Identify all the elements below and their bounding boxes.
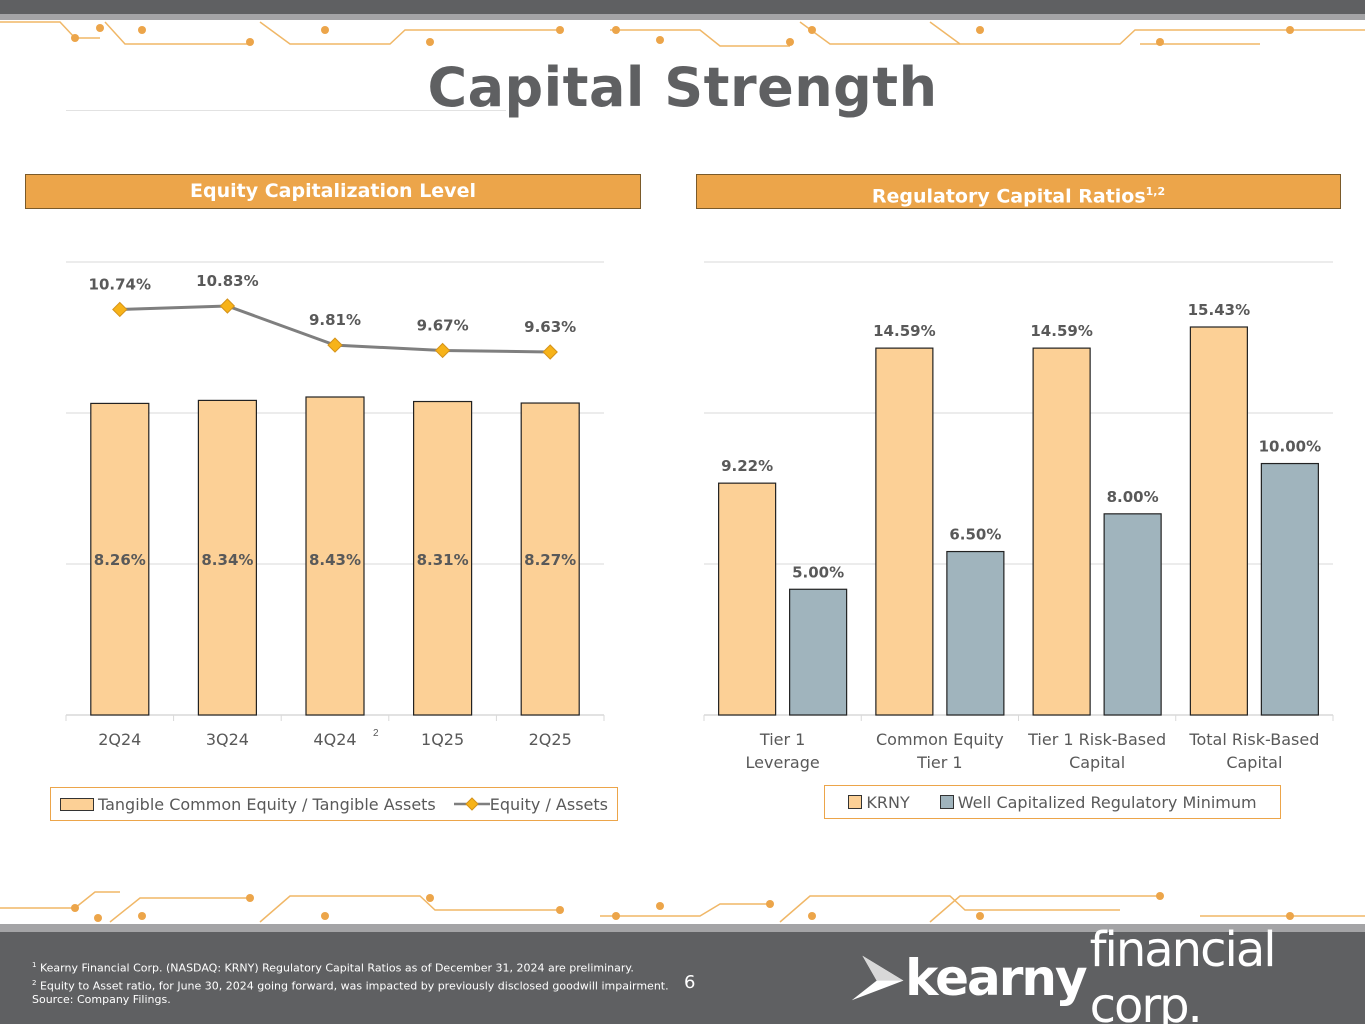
bar-label-tce-1Q25: 8.31% <box>417 551 469 569</box>
bar-label-minimum-2: 8.00% <box>1107 488 1159 506</box>
footnote-1: 1 Kearny Financial Corp. (NASDAQ: KRNY) … <box>32 958 669 976</box>
bar-tce-2Q25 <box>520 402 580 716</box>
bar-tce-1Q25 <box>413 400 473 716</box>
top-circuit-decoration <box>0 21 1365 47</box>
page-number: 6 <box>684 972 696 993</box>
logo-wordmark-bold: kearny <box>905 949 1087 1007</box>
legend-item-well-capitalized: Well Capitalized Regulatory Minimum <box>939 792 1257 812</box>
x-tick-label-3Q24: 3Q24 <box>206 730 249 749</box>
x-tick-label-4Q24: 4Q24 <box>313 730 356 749</box>
kearny-logo: kearny financial corp. <box>850 922 1365 1034</box>
legend-label-krny: KRNY <box>866 792 910 812</box>
bar-label-krny-0: 9.22% <box>721 457 773 475</box>
legend-item-krny: KRNY <box>848 792 910 812</box>
x-tick-label-2Q25: 2Q25 <box>529 730 572 749</box>
r-x-tick-label-2-0: Tier 1 Risk-Based <box>1027 730 1166 749</box>
legend-swatch-krny <box>848 795 863 809</box>
r-x-tick-label-1-1: Tier 1 <box>916 753 962 772</box>
footnote-1-text: Kearny Financial Corp. (NASDAQ: KRNY) Re… <box>36 961 634 975</box>
regulatory-capital-header-sup: 1,2 <box>1145 185 1166 198</box>
bar-label-minimum-1: 6.50% <box>949 526 1001 544</box>
line-label-equity-assets-1Q25: 9.67% <box>417 316 469 334</box>
regulatory-chart-legend: KRNY Well Capitalized Regulatory Minimum <box>824 785 1281 819</box>
marker-equity-assets-3Q24 <box>219 298 236 314</box>
legend-label-equity-assets: Equity / Assets <box>489 794 608 814</box>
bar-krny-0 <box>718 482 777 716</box>
line-label-equity-assets-2Q25: 9.63% <box>524 318 576 336</box>
legend-label-well-capitalized: Well Capitalized Regulatory Minimum <box>957 792 1257 812</box>
bar-minimum-2 <box>1103 513 1162 716</box>
bottom-circuit-decoration <box>0 891 1365 923</box>
footer-stripe <box>0 924 1365 932</box>
legend-swatch-well-capitalized <box>939 795 954 809</box>
line-label-equity-assets-2Q24: 10.74% <box>89 275 151 293</box>
x-tick-label-2Q24: 2Q24 <box>98 730 141 749</box>
r-x-tick-label-3-0: Total Risk-Based <box>1188 730 1319 749</box>
bar-minimum-0 <box>789 588 848 716</box>
bar-minimum-1 <box>946 550 1005 716</box>
logo-wordmark-light: financial corp. <box>1089 922 1277 1034</box>
legend-item-equity-assets: Equity / Assets <box>453 794 608 814</box>
equity-capitalization-header-text: Equity Capitalization Level <box>190 180 476 202</box>
footnote-2-text: Equity to Asset ratio, for June 30, 2024… <box>36 979 669 993</box>
title-underline <box>66 110 506 111</box>
footnote-2-marker: 2 <box>32 978 37 987</box>
r-x-tick-label-3-1: Capital <box>1226 753 1282 772</box>
bar-label-minimum-3: 10.00% <box>1259 438 1321 456</box>
bar-label-krny-1: 14.59% <box>873 322 935 340</box>
bar-label-tce-2Q25: 8.27% <box>524 551 576 569</box>
r-x-tick-label-0-0: Tier 1 <box>759 730 805 749</box>
bar-krny-2 <box>1032 347 1091 716</box>
bar-tce-3Q24 <box>197 399 257 716</box>
marker-equity-assets-2Q24 <box>112 301 128 318</box>
regulatory-capital-header-text: Regulatory Capital Ratios <box>871 185 1146 208</box>
kearny-chevron-icon <box>851 955 904 1001</box>
legend-label-tce: Tangible Common Equity / Tangible Assets <box>97 794 436 814</box>
top-bar <box>0 0 1365 14</box>
bar-label-tce-3Q24: 8.34% <box>201 551 253 569</box>
regulatory-capital-header: Regulatory Capital Ratios1,2 <box>696 174 1341 209</box>
line-label-equity-assets-4Q24: 9.81% <box>309 311 361 329</box>
legend-swatch-tce <box>59 797 94 811</box>
marker-equity-assets-2Q25 <box>542 344 558 360</box>
legend-item-tce: Tangible Common Equity / Tangible Assets <box>59 794 436 814</box>
footnote-2: 2 Equity to Asset ratio, for June 30, 20… <box>32 976 669 994</box>
top-bar-stripe <box>0 14 1365 20</box>
legend-line-marker-icon <box>453 797 490 811</box>
x-tick-label-1Q25: 1Q25 <box>421 730 464 749</box>
marker-equity-assets-1Q25 <box>434 342 451 359</box>
line-label-equity-assets-3Q24: 10.83% <box>196 272 258 290</box>
r-x-tick-label-1-0: Common Equity <box>876 730 1004 749</box>
footnote-1-marker: 1 <box>32 961 37 969</box>
equity-capitalization-header: Equity Capitalization Level <box>25 174 641 209</box>
bar-label-tce-2Q24: 8.26% <box>94 551 146 569</box>
bar-label-krny-3: 15.43% <box>1188 301 1250 319</box>
bar-minimum-3 <box>1260 462 1319 716</box>
bar-label-tce-4Q24: 8.43% <box>309 551 361 569</box>
footer <box>0 932 1365 1024</box>
bar-krny-3 <box>1189 326 1248 716</box>
bar-tce-2Q24 <box>90 402 150 716</box>
page-title: Capital Strength <box>427 56 938 119</box>
equity-chart-legend: Tangible Common Equity / Tangible Assets… <box>50 787 618 821</box>
bar-label-minimum-0: 5.00% <box>792 563 844 581</box>
bar-label-krny-2: 14.59% <box>1030 322 1092 340</box>
bar-tce-4Q24 <box>305 396 365 716</box>
marker-equity-assets-4Q24 <box>327 337 343 353</box>
footnotes: 1 Kearny Financial Corp. (NASDAQ: KRNY) … <box>32 958 669 1007</box>
r-x-tick-label-2-1: Capital <box>1069 753 1125 772</box>
x-tick-note-4q24: 2 <box>373 728 379 739</box>
r-x-tick-label-0-1: Leverage <box>746 753 820 772</box>
footnote-source: Source: Company Filings. <box>32 993 171 1007</box>
bar-krny-1 <box>875 347 934 716</box>
